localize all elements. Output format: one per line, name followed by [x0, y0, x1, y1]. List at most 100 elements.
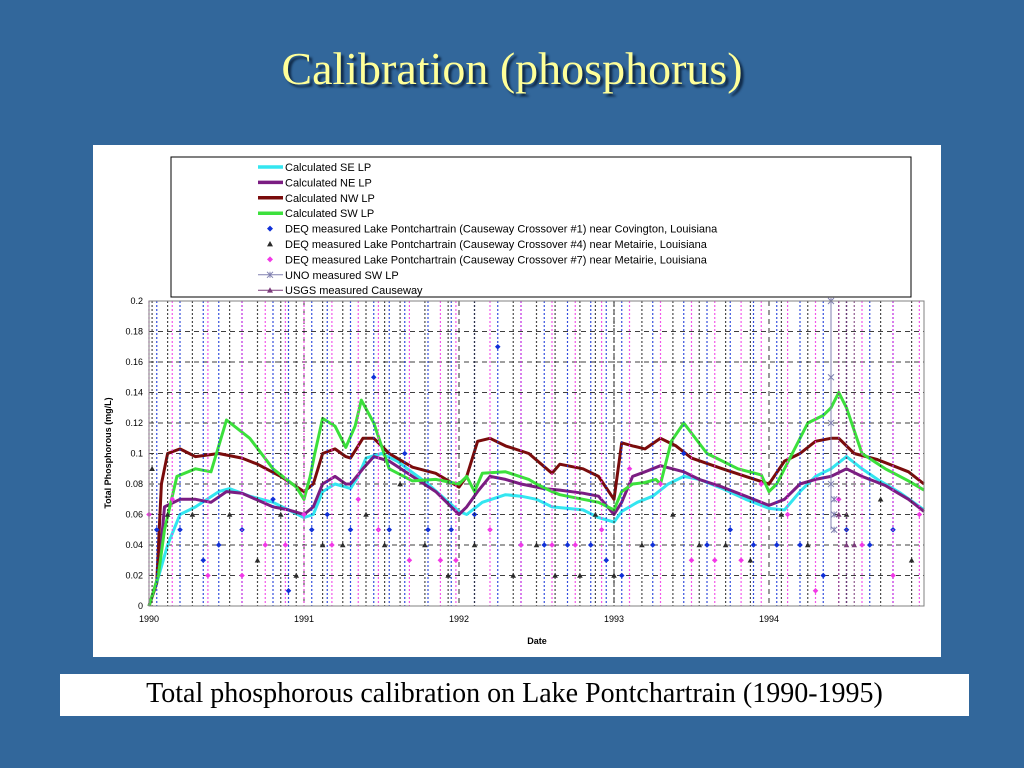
- series-6-point: [784, 511, 791, 518]
- series-5-point: [381, 542, 388, 548]
- series-6-point: [487, 526, 493, 533]
- series-4-point: [564, 542, 571, 548]
- series-5-point: [908, 557, 915, 563]
- series-6-point: [598, 526, 605, 533]
- series-4-point: [750, 542, 757, 548]
- series-4-point: [727, 526, 734, 533]
- chart-legend: Calculated SE LP Calculated NE LP Calculat…: [170, 156, 912, 298]
- legend-label: DEQ measured Lake Pontchartrain (Causewa…: [285, 224, 718, 236]
- chart-series: [146, 297, 925, 607]
- x-axis-title: Date: [527, 636, 547, 646]
- chart-grid: [149, 300, 924, 606]
- series-4-point: [587, 542, 594, 548]
- series-1-line: [147, 455, 925, 607]
- series-4-point: [308, 526, 315, 533]
- legend-swatch-6: [267, 256, 273, 263]
- series-4-point: [347, 526, 354, 533]
- series-6-point: [205, 572, 211, 579]
- series-6-point: [329, 542, 335, 548]
- series-5-point: [577, 572, 583, 578]
- series-4-point: [704, 542, 710, 548]
- chart-caption: Total phosphorous calibration on Lake Po…: [146, 678, 883, 709]
- series-6-point: [549, 542, 555, 548]
- y-tick-label: 0.12: [125, 418, 143, 428]
- series-4-point: [603, 557, 610, 564]
- series-4-point: [200, 557, 207, 564]
- legend-label: DEQ measured Lake Pontchartrain (Causewa…: [285, 254, 708, 266]
- series-6-point: [262, 542, 269, 548]
- series-6-point: [835, 496, 842, 503]
- series-6-point: [355, 496, 362, 503]
- legend-label: USGS measured Causeway: [285, 285, 423, 297]
- x-tick-label: 1992: [449, 614, 469, 624]
- series-5-point: [722, 542, 729, 548]
- x-tick-label: 1993: [604, 614, 624, 624]
- legend-label: DEQ measured Lake Pontchartrain (Causewa…: [285, 239, 708, 251]
- series-6-point: [239, 572, 245, 579]
- legend-swatch-4: [267, 225, 273, 232]
- series-5-point: [277, 511, 284, 517]
- series-5-point: [226, 511, 233, 517]
- series-5-point: [445, 572, 451, 578]
- legend-swatch-7: [266, 271, 274, 279]
- series-6-point: [711, 557, 718, 564]
- legend-label: Calculated SE LP: [285, 162, 371, 174]
- series-4-point: [370, 374, 377, 381]
- series-4-point: [541, 542, 548, 548]
- series-5-point: [422, 542, 428, 548]
- series-4-point: [866, 542, 873, 548]
- series-4-point: [773, 542, 780, 548]
- series-4-point: [285, 587, 292, 594]
- series-3-line: [147, 391, 925, 607]
- y-tick-label: 0.02: [125, 571, 143, 581]
- y-tick-label: 0.06: [125, 510, 143, 520]
- series-6-point: [738, 557, 744, 564]
- legend-swatch-8: [267, 287, 273, 293]
- series-5-point: [696, 542, 703, 548]
- series-5-point: [611, 572, 617, 578]
- series-5-point: [552, 572, 558, 578]
- y-tick-label: 0.04: [125, 540, 143, 550]
- legend-swatch-5: [267, 241, 273, 247]
- legend-label: Calculated SW LP: [285, 208, 374, 220]
- series-5-point: [670, 511, 676, 517]
- series-5-point: [804, 542, 811, 548]
- series-4-point: [820, 572, 827, 579]
- y-tick-label: 0.08: [125, 479, 143, 489]
- y-tick-label: 0.14: [125, 388, 143, 398]
- series-6-point: [169, 496, 176, 503]
- series-8-point: [851, 542, 858, 548]
- series-4-point: [797, 542, 803, 548]
- series-6-point: [812, 587, 819, 594]
- series-4-point: [386, 526, 393, 533]
- series-4-point: [401, 450, 408, 457]
- plot-area-frame: [148, 300, 925, 607]
- x-tick-label: 1991: [294, 614, 314, 624]
- series-4-point: [324, 511, 331, 518]
- series-6-point: [890, 572, 896, 579]
- series-6-point: [375, 526, 382, 533]
- series-5-point: [149, 465, 155, 471]
- series-4-point: [494, 343, 501, 350]
- legend-label: Calculated NE LP: [285, 177, 372, 189]
- series-4-point: [649, 542, 656, 548]
- series-5-point: [164, 511, 171, 517]
- series-5-point: [747, 557, 754, 563]
- legend-label: Calculated NW LP: [285, 193, 375, 205]
- series-5-point: [778, 511, 785, 517]
- series-4-point: [270, 496, 276, 503]
- series-6-point: [688, 557, 695, 564]
- chart-axes: 0 0.02 0.04 0.06 0.08 0.1 0.12 0.14 0.16 0.18 0.2 1…: [125, 296, 925, 624]
- series-5-point: [471, 542, 478, 548]
- series-8-point: [835, 511, 842, 517]
- series-4-point: [177, 526, 183, 533]
- caption-box: Total phosphorous calibration on Lake Po…: [60, 674, 969, 716]
- series-5-point: [189, 511, 196, 517]
- series-5-point: [319, 542, 326, 548]
- series-5-point: [293, 572, 300, 578]
- x-tick-label: 1990: [139, 614, 159, 624]
- series-6-point: [437, 557, 444, 564]
- y-tick-label: 0: [138, 601, 143, 611]
- slide-title: Calibration (phosphorus): [281, 43, 743, 94]
- series-6-point: [859, 542, 865, 548]
